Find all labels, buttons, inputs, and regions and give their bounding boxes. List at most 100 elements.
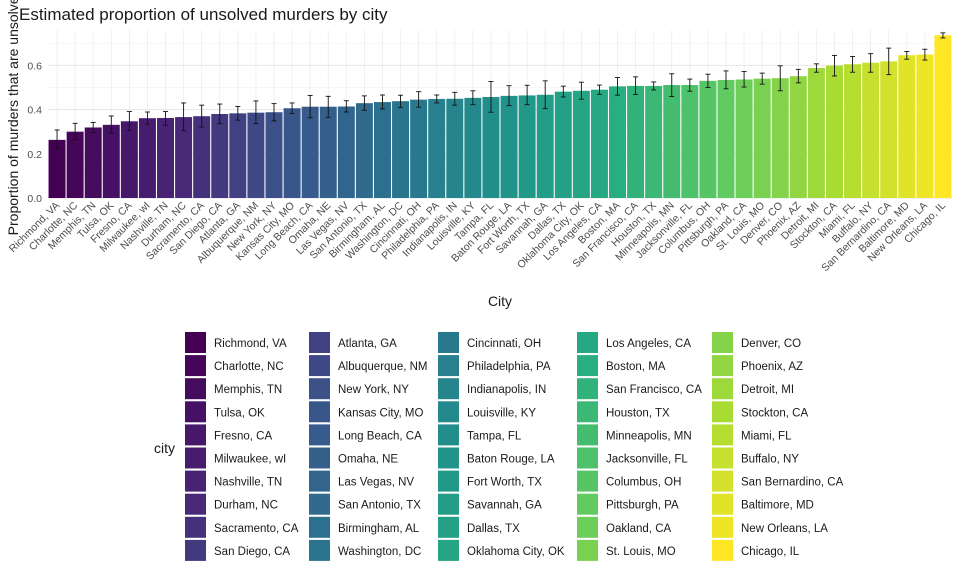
legend: city Richmond, VA Charlotte, NC Memphis, T… [154, 332, 844, 561]
legend-label: Cincinnati, OH [467, 338, 541, 350]
bar [355, 103, 373, 198]
bar [536, 94, 554, 198]
bar [699, 80, 717, 198]
legend-label: Stockton, CA [741, 407, 808, 419]
legend-label: Phoenix, AZ [741, 361, 803, 373]
legend-swatch [712, 355, 733, 377]
legend-swatch [577, 424, 598, 446]
legend-swatch [712, 470, 733, 492]
bar [265, 112, 283, 198]
legend-label: San Antonio, TX [338, 500, 421, 512]
bar [464, 97, 482, 198]
y-tick-label: 0.0 [27, 193, 42, 205]
legend-swatch [577, 401, 598, 423]
bar [138, 118, 156, 198]
legend-swatch [577, 447, 598, 469]
y-tick-label: 0.6 [27, 60, 42, 72]
legend-label: Detroit, MI [741, 384, 794, 396]
bar [916, 54, 934, 199]
legend-swatch [577, 516, 598, 538]
legend-label: Tulsa, OK [214, 407, 265, 419]
legend-swatch [712, 401, 733, 423]
bar [157, 117, 175, 198]
legend-swatch [712, 378, 733, 400]
legend-swatch [438, 378, 459, 400]
bar [735, 79, 753, 198]
legend-label: Richmond, VA [214, 338, 287, 350]
legend-label: Milwaukee, wI [214, 454, 286, 466]
y-tick-label: 0.2 [27, 149, 42, 161]
bar [120, 121, 138, 198]
legend-swatch [309, 470, 330, 492]
legend-swatch [309, 424, 330, 446]
legend-label: Philadelphia, PA [467, 361, 551, 373]
bar [84, 127, 102, 198]
bar [825, 65, 843, 198]
legend-swatch [309, 447, 330, 469]
bar [554, 91, 572, 198]
legend-swatch [185, 539, 206, 561]
bar [663, 85, 681, 198]
legend-swatch [185, 493, 206, 515]
bar [880, 61, 898, 199]
bar [862, 62, 880, 198]
legend-label: Birmingham, AL [338, 523, 420, 535]
legend-swatch [438, 424, 459, 446]
legend-swatch [309, 493, 330, 515]
legend-label: Dallas, TX [467, 523, 520, 535]
bar [229, 113, 247, 198]
bar [627, 85, 645, 198]
legend-swatch [438, 355, 459, 377]
legend-label: Albuquerque, NM [338, 361, 428, 373]
legend-swatch [712, 424, 733, 446]
legend-swatch [577, 355, 598, 377]
chart-title: Estimated proportion of unsolved murders… [19, 5, 388, 24]
legend-swatch [712, 332, 733, 353]
legend-swatch [438, 401, 459, 423]
bar [844, 64, 862, 199]
legend-label: Minneapolis, MN [606, 430, 692, 442]
legend-swatch [185, 378, 206, 400]
legend-label: Charlotte, NC [214, 361, 284, 373]
legend-label: Sacramento, CA [214, 523, 299, 535]
legend-label: Fort Worth, TX [467, 477, 542, 489]
legend-swatch [712, 493, 733, 515]
legend-label: Miami, FL [741, 430, 792, 442]
legend-label: Atlanta, GA [338, 338, 397, 350]
bar [482, 96, 500, 198]
bar [283, 108, 301, 198]
bar [301, 106, 319, 198]
legend-label: New Orleans, LA [741, 523, 828, 535]
bar [518, 95, 536, 198]
bar [193, 116, 211, 198]
bar [898, 55, 916, 199]
legend-label: Buffalo, NY [741, 454, 799, 466]
bar [428, 98, 446, 198]
bar [590, 89, 608, 198]
legend-swatch [185, 332, 206, 353]
legend-label: Memphis, TN [214, 384, 282, 396]
legend-label: Jacksonville, FL [606, 454, 688, 466]
error-bars-group [54, 32, 946, 149]
legend-label: Louisville, KY [467, 407, 536, 419]
legend-label: Washington, DC [338, 546, 421, 558]
bar [934, 35, 952, 198]
legend-swatch [185, 401, 206, 423]
bar [681, 85, 699, 198]
legend-swatch [185, 355, 206, 377]
legend-label: Long Beach, CA [338, 430, 422, 442]
bar [102, 124, 120, 198]
bar [572, 90, 590, 198]
legend-swatch [309, 401, 330, 423]
legend-swatch [309, 332, 330, 353]
bar [373, 102, 391, 198]
bar [247, 112, 265, 198]
bar [392, 101, 410, 198]
legend-label: Omaha, NE [338, 454, 398, 466]
legend-swatch [185, 470, 206, 492]
bar [319, 106, 337, 198]
legend-swatch [712, 516, 733, 538]
legend-label: Denver, CO [741, 338, 801, 350]
legend-label: Nashville, TN [214, 477, 282, 489]
